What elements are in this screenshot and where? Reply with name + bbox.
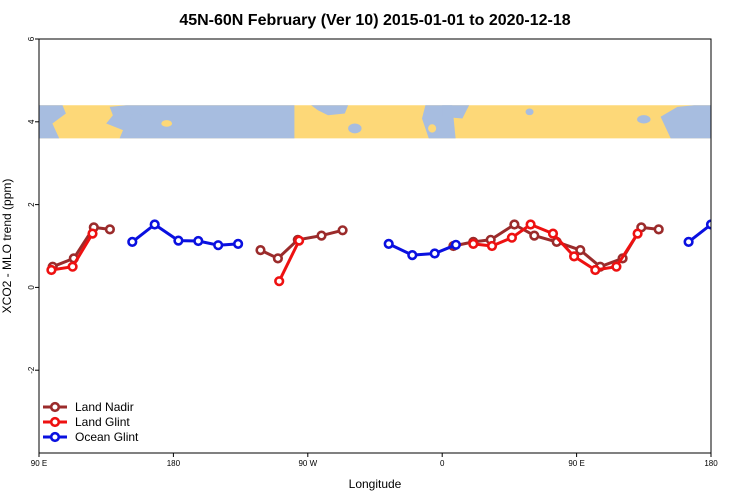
data-point-ocean-glint [407,250,418,261]
x-tick-label: 180 [704,459,718,468]
data-point-ocean-glint [233,238,244,249]
series-land-nadir [47,219,664,272]
data-point-land-glint [632,228,643,239]
x-tick-label: 0 [440,459,445,468]
data-point-land-glint [590,264,601,276]
data-point-land-glint [525,219,536,230]
legend-swatch-marker [49,431,61,443]
x-tick-label: 90 W [298,459,317,468]
data-point-land-glint [274,276,285,287]
legend-label: Land Glint [75,415,130,429]
y-tick-label: 6 [27,36,36,41]
chart-title: 45N-60N February (Ver 10) 2015-01-01 to … [179,12,570,29]
data-point-ocean-glint [705,219,711,230]
data-point-ocean-glint [683,236,694,247]
legend-swatch-marker [49,416,61,428]
map-ocean-shape [660,105,711,139]
data-point-land-glint [486,240,498,252]
data-point-land-nadir [575,245,586,256]
y-axis: -2 0 2 4 6 [27,36,39,374]
data-point-land-glint [468,238,479,249]
y-axis-label: XCO2 - MLO trend (ppm) [0,179,14,314]
y-tick-label: 4 [27,119,36,124]
map-water-body [525,108,534,116]
data-point-ocean-glint [450,239,462,250]
data-point-land-nadir [255,245,266,256]
data-point-land-glint [547,228,559,239]
legend-swatch-marker [49,401,61,413]
map-water-body [130,113,143,121]
map-water-body [348,123,362,134]
series-line-land-nadir [52,225,111,269]
x-tick-label: 90 E [568,459,584,468]
data-point-land-nadir [316,230,327,241]
data-point-land-glint [611,261,622,272]
data-point-land-glint [506,232,518,243]
x-axis-label: Longitude [349,477,402,491]
legend-item-land-glint: Land Glint [43,415,130,429]
data-point-ocean-glint [127,236,138,247]
data-point-land-glint [46,264,57,276]
data-point-land-nadir [653,224,664,235]
series-line-land-glint [277,239,301,282]
data-point-land-glint [568,251,580,262]
map-ocean-shape [39,105,66,139]
map-island [324,119,339,128]
data-point-ocean-glint [149,219,160,230]
legend-item-land-nadir: Land Nadir [43,400,134,414]
series-land-glint [46,219,643,287]
data-point-ocean-glint [173,235,184,246]
map-water-body [637,115,651,124]
legend-label: Ocean Glint [75,430,139,444]
data-point-land-nadir [509,219,520,230]
x-tick-label: 180 [167,459,181,468]
series-line-ocean-glint [388,242,457,257]
legend-item-ocean-glint: Ocean Glint [43,430,139,444]
data-point-ocean-glint [193,235,204,247]
data-point-land-nadir [272,253,284,264]
y-tick-label: 2 [27,202,36,207]
map-ocean-shape [311,105,349,116]
map-island [428,124,437,133]
data-point-ocean-glint [383,238,394,249]
plot-series [46,219,711,287]
data-point-land-glint [87,228,98,239]
map-ocean-shape [442,105,470,119]
data-point-land-nadir [337,225,348,236]
data-point-land-nadir [529,230,540,241]
x-tick-label: 90 E [31,459,47,468]
data-point-ocean-glint [429,248,440,259]
series-ocean-glint [127,219,711,261]
data-point-ocean-glint [213,240,224,251]
legend-label: Land Nadir [75,400,134,414]
world-map-band [39,105,711,139]
y-tick-label: -2 [27,366,36,374]
map-island [161,120,173,127]
plot-frame [38,38,712,454]
data-point-land-nadir [104,224,115,235]
data-point-land-glint [294,235,305,246]
map-ocean-shape [106,105,295,139]
x-axis: 90 E 180 90 W 0 90 E 180 [31,453,718,468]
data-point-land-glint [67,261,78,272]
y-tick-label: 0 [27,285,36,290]
